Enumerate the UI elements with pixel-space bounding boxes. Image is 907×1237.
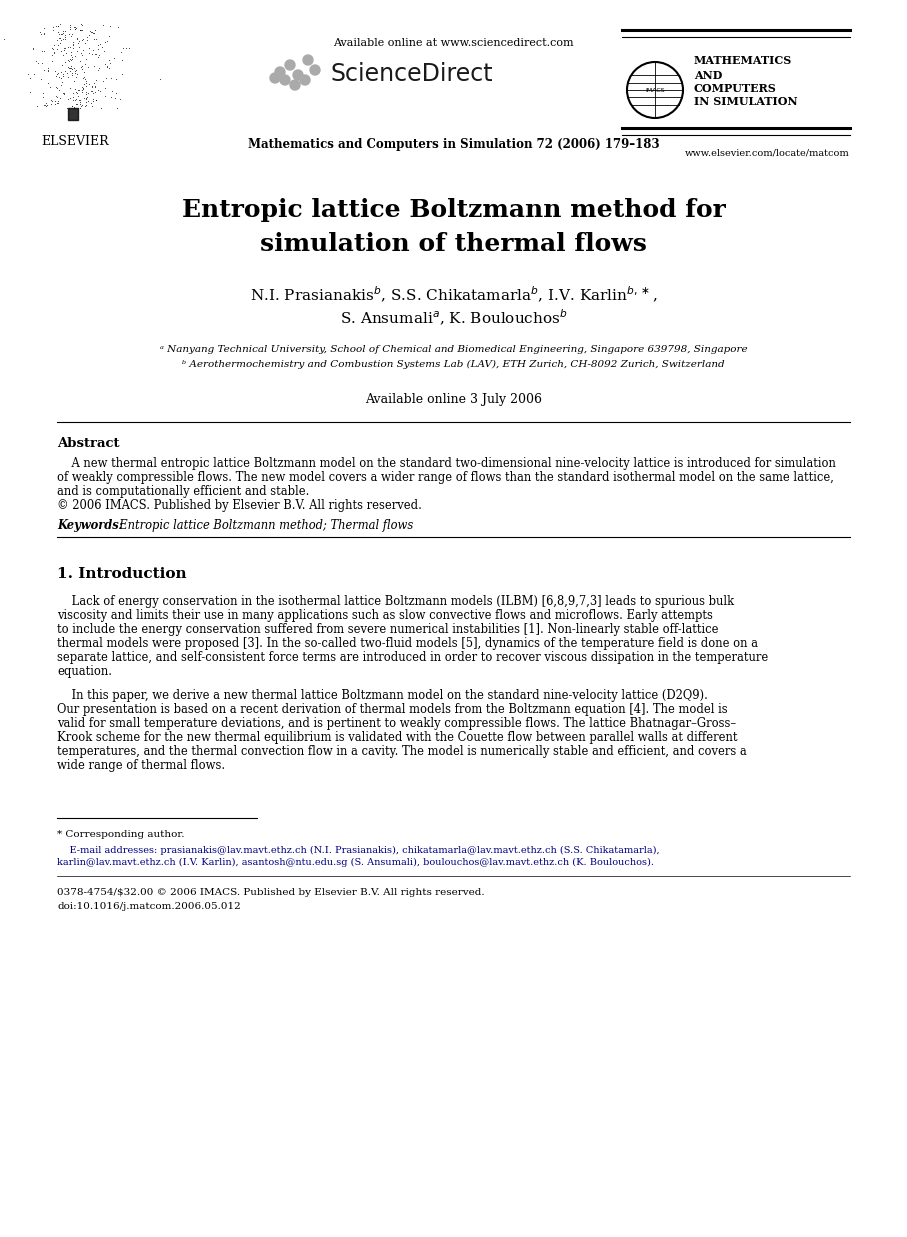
Text: Abstract: Abstract: [57, 437, 120, 450]
Text: www.elsevier.com/locate/matcom: www.elsevier.com/locate/matcom: [686, 148, 850, 157]
Text: Available online at www.sciencedirect.com: Available online at www.sciencedirect.co…: [333, 38, 574, 48]
Circle shape: [293, 71, 303, 80]
Circle shape: [303, 54, 313, 66]
Text: © 2006 IMACS. Published by Elsevier B.V. All rights reserved.: © 2006 IMACS. Published by Elsevier B.V.…: [57, 499, 422, 512]
Text: A new thermal entropic lattice Boltzmann model on the standard two-dimensional n: A new thermal entropic lattice Boltzmann…: [57, 456, 836, 470]
Text: to include the energy conservation suffered from severe numerical instabilities : to include the energy conservation suffe…: [57, 623, 718, 636]
Text: Krook scheme for the new thermal equilibrium is validated with the Couette flow : Krook scheme for the new thermal equilib…: [57, 731, 737, 743]
Text: Keywords:: Keywords:: [57, 520, 123, 532]
Text: N.I. Prasianakis$^{b}$, S.S. Chikatamarla$^{b}$, I.V. Karlin$^{b,\ast}$,: N.I. Prasianakis$^{b}$, S.S. Chikatamarl…: [249, 285, 658, 306]
Text: simulation of thermal flows: simulation of thermal flows: [260, 233, 647, 256]
Circle shape: [310, 66, 320, 75]
Circle shape: [290, 80, 300, 90]
Text: ᵇ Aerothermochemistry and Combustion Systems Lab (LAV), ETH Zurich, CH-8092 Zuri: ᵇ Aerothermochemistry and Combustion Sys…: [182, 360, 725, 369]
Text: IN SIMULATION: IN SIMULATION: [694, 96, 797, 106]
Text: Our presentation is based on a recent derivation of thermal models from the Bolt: Our presentation is based on a recent de…: [57, 703, 727, 716]
Text: doi:10.1016/j.matcom.2006.05.012: doi:10.1016/j.matcom.2006.05.012: [57, 902, 240, 910]
Text: Entropic lattice Boltzmann method for: Entropic lattice Boltzmann method for: [181, 198, 726, 221]
Text: Lack of energy conservation in the isothermal lattice Boltzmann models (ILBM) [6: Lack of energy conservation in the isoth…: [57, 595, 734, 609]
Text: In this paper, we derive a new thermal lattice Boltzmann model on the standard n: In this paper, we derive a new thermal l…: [57, 689, 707, 703]
Text: AND: AND: [694, 71, 722, 80]
Text: 1. Introduction: 1. Introduction: [57, 567, 187, 581]
Text: and is computationally efficient and stable.: and is computationally efficient and sta…: [57, 485, 309, 499]
Circle shape: [285, 61, 295, 71]
Text: E-mail addresses: prasianakis@lav.mavt.ethz.ch (N.I. Prasianakis), chikatamarla@: E-mail addresses: prasianakis@lav.mavt.e…: [57, 846, 659, 855]
Text: temperatures, and the thermal convection flow in a cavity. The model is numerica: temperatures, and the thermal convection…: [57, 745, 746, 758]
Circle shape: [270, 73, 280, 83]
Text: ᵃ Nanyang Technical University, School of Chemical and Biomedical Engineering, S: ᵃ Nanyang Technical University, School o…: [160, 345, 747, 354]
Text: 0378-4754/$32.00 © 2006 IMACS. Published by Elsevier B.V. All rights reserved.: 0378-4754/$32.00 © 2006 IMACS. Published…: [57, 888, 484, 897]
Text: Entropic lattice Boltzmann method; Thermal flows: Entropic lattice Boltzmann method; Therm…: [112, 520, 414, 532]
Text: COMPUTERS: COMPUTERS: [694, 83, 776, 94]
Text: equation.: equation.: [57, 666, 112, 678]
Text: Available online 3 July 2006: Available online 3 July 2006: [365, 393, 542, 406]
Text: valid for small temperature deviations, and is pertinent to weakly compressible : valid for small temperature deviations, …: [57, 717, 736, 730]
Text: of weakly compressible flows. The new model covers a wider range of flows than t: of weakly compressible flows. The new mo…: [57, 471, 834, 484]
Text: separate lattice, and self-consistent force terms are introduced in order to rec: separate lattice, and self-consistent fo…: [57, 651, 768, 664]
Circle shape: [280, 75, 290, 85]
Text: IMACS: IMACS: [645, 88, 665, 93]
Text: ELSEVIER: ELSEVIER: [41, 135, 109, 148]
Text: wide range of thermal flows.: wide range of thermal flows.: [57, 760, 225, 772]
Text: Mathematics and Computers in Simulation 72 (2006) 179–183: Mathematics and Computers in Simulation …: [248, 139, 659, 151]
Text: thermal models were proposed [3]. In the so-called two-fluid models [5], dynamic: thermal models were proposed [3]. In the…: [57, 637, 758, 649]
Circle shape: [275, 67, 285, 77]
Text: * Corresponding author.: * Corresponding author.: [57, 830, 184, 839]
Text: viscosity and limits their use in many applications such as slow convective flow: viscosity and limits their use in many a…: [57, 609, 713, 622]
Text: S. Ansumali$^{a}$, K. Boulouchos$^{b}$: S. Ansumali$^{a}$, K. Boulouchos$^{b}$: [339, 308, 568, 328]
Circle shape: [300, 75, 310, 85]
Text: ScienceDirect: ScienceDirect: [330, 62, 493, 87]
Text: karlin@lav.mavt.ethz.ch (I.V. Karlin), asantosh@ntu.edu.sg (S. Ansumali), boulou: karlin@lav.mavt.ethz.ch (I.V. Karlin), a…: [57, 858, 654, 867]
Text: MATHEMATICS: MATHEMATICS: [694, 54, 792, 66]
